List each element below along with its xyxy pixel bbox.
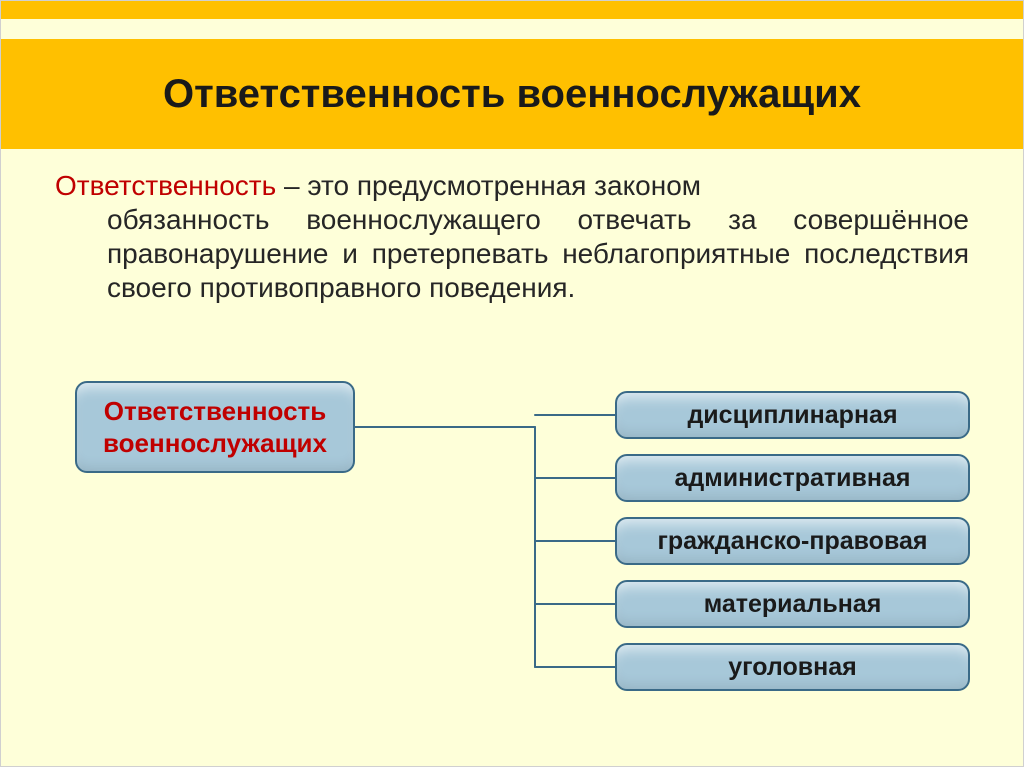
title-bar: Ответственность военнослужащих [1,39,1023,149]
accent-strip [1,1,1023,19]
definition-term: Ответственность [55,170,276,201]
content-area: Ответственность – это предусмотренная за… [55,169,969,306]
root-line1: Ответственность [104,395,327,428]
child-node-4: уголовная [615,643,970,691]
root-line2: военнослужащих [103,427,327,460]
child-node-3: материальная [615,580,970,628]
child-label: административная [675,464,911,493]
definition-first: – это предусмотренная законом [276,170,701,201]
child-label: дисциплинарная [687,401,897,430]
child-label: гражданско-правовая [658,527,928,556]
slide: Ответственность военнослужащих Ответстве… [0,0,1024,767]
diagram: Ответственность военнослужащих дисциплин… [75,381,983,746]
child-node-0: дисциплинарная [615,391,970,439]
slide-title: Ответственность военнослужащих [163,72,861,117]
child-label: уголовная [728,653,856,682]
child-node-2: гражданско-правовая [615,517,970,565]
child-label: материальная [704,590,882,619]
root-node: Ответственность военнослужащих [75,381,355,473]
definition-rest: обязанность военнослужащего отвечать за … [55,203,969,305]
child-node-1: административная [615,454,970,502]
definition-paragraph: Ответственность – это предусмотренная за… [55,169,969,306]
